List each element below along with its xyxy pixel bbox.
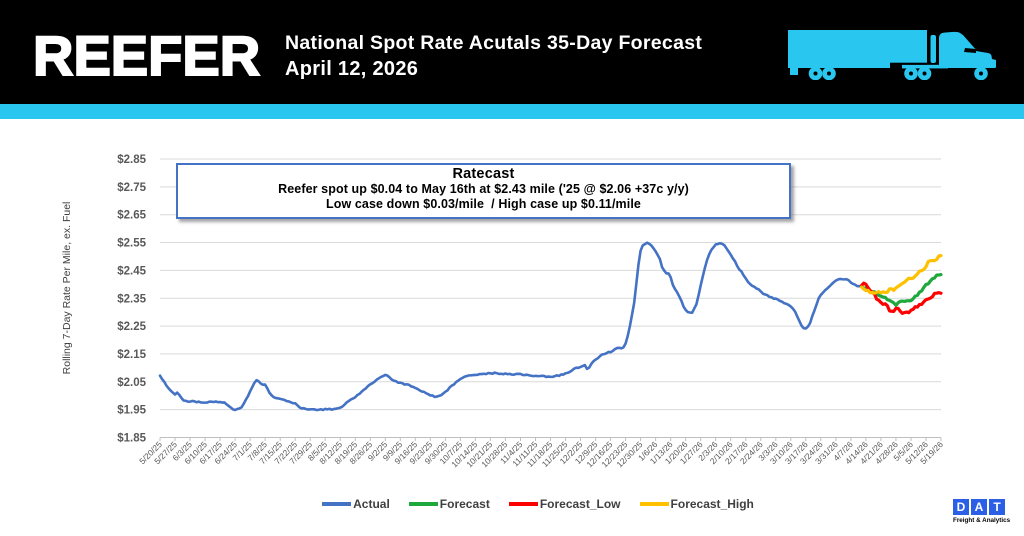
- legend-swatch-forecast-high: [639, 502, 669, 506]
- y-tick-label: $2.05: [117, 377, 146, 389]
- accent-stripe: [0, 104, 1024, 119]
- y-tick-label: $2.35: [117, 293, 146, 305]
- series-line-forecast_high: [860, 254, 943, 295]
- ratecast-annotation: Ratecast Reefer spot up $0.04 to May 16t…: [176, 163, 791, 219]
- report-title: National Spot Rate Acutals 35-Day Foreca…: [285, 32, 703, 54]
- legend-label-forecast: Forecast: [439, 497, 490, 511]
- legend-label-forecast-high: Forecast_High: [670, 497, 754, 511]
- series-line-forecast: [860, 272, 943, 307]
- dat-logo-letter-t: T: [989, 499, 1005, 515]
- legend-label-actual: Actual: [353, 497, 390, 511]
- legend-item-forecast-low: Forecast_Low: [508, 497, 621, 511]
- dat-logo-letter-a: A: [971, 499, 987, 515]
- legend-item-actual: Actual: [322, 497, 390, 511]
- legend-swatch-forecast-low: [508, 502, 538, 506]
- dat-logo-tagline: Freight & Analytics: [953, 516, 1011, 524]
- y-tick-label: $2.65: [117, 210, 146, 222]
- y-tick-label: $2.85: [117, 154, 146, 166]
- y-tick-label: $2.75: [117, 182, 146, 194]
- report-date: April 12, 2026: [285, 58, 419, 80]
- reefer-logo: REEFER: [32, 23, 261, 88]
- series-line-forecast_low: [860, 281, 943, 315]
- legend-swatch-actual: [322, 502, 352, 506]
- ratecast-line2: Low case down $0.03/mile / High case up …: [326, 197, 641, 211]
- legend-label-forecast-low: Forecast_Low: [539, 497, 621, 511]
- y-axis-title: Rolling 7-Day Rate Per Mile, ex. Fuel: [61, 202, 73, 375]
- header-bar: REEFER National Spot Rate Acutals 35-Day…: [0, 0, 1024, 104]
- legend-swatch-forecast: [408, 502, 438, 506]
- dat-logo-letter-d: D: [953, 499, 969, 515]
- dat-logo-squares: D A T: [953, 499, 1008, 515]
- chart-legend: Actual Forecast Forecast_Low Forecast_Hi…: [26, 497, 1024, 511]
- y-tick-label: $2.55: [117, 238, 146, 250]
- y-tick-label: $2.25: [117, 321, 146, 333]
- legend-item-forecast-high: Forecast_High: [639, 497, 754, 511]
- truck-icon: [788, 30, 996, 80]
- series-line-actual: [158, 241, 863, 412]
- y-tick-label: $2.45: [117, 265, 146, 277]
- ratecast-title: Ratecast: [452, 166, 515, 182]
- dat-logo: D A T Freight & Analytics: [953, 499, 1011, 524]
- y-tick-label: $1.85: [117, 433, 146, 445]
- y-tick-label: $2.15: [117, 349, 146, 361]
- ratecast-line1: Reefer spot up $0.04 to May 16th at $2.4…: [278, 182, 689, 196]
- legend-item-forecast: Forecast: [408, 497, 490, 511]
- y-tick-label: $1.95: [117, 405, 146, 417]
- header-titles: National Spot Rate Acutals 35-Day Foreca…: [285, 30, 702, 82]
